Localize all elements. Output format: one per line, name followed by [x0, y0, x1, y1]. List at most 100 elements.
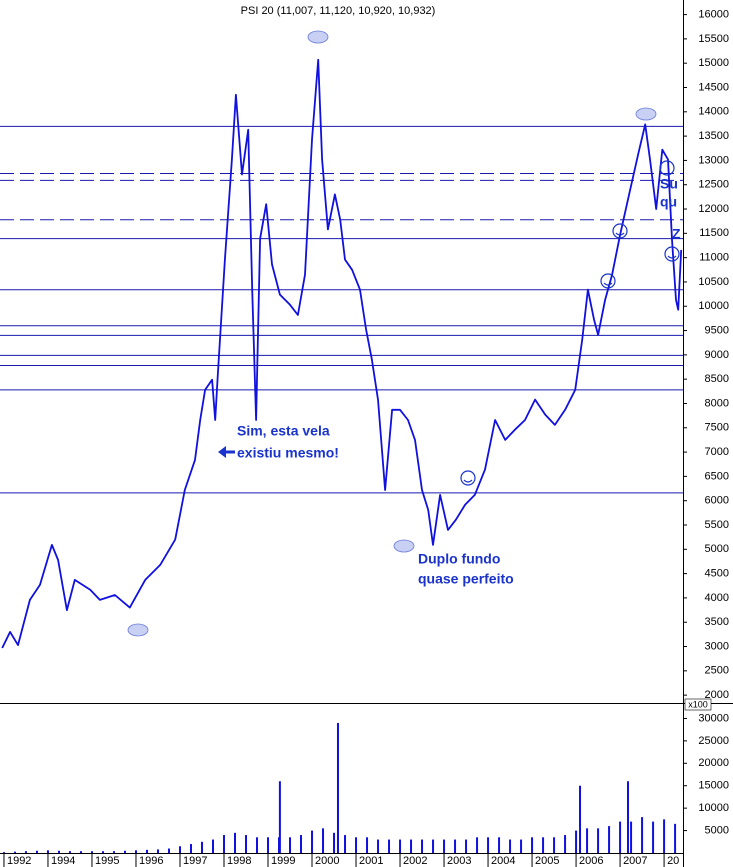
- annotation: Su: [660, 176, 678, 192]
- y-tick-label: 7000: [705, 446, 729, 458]
- plot-area: [0, 58, 683, 853]
- volume-bar: [355, 837, 358, 853]
- y-tick-label: 6500: [705, 470, 729, 482]
- x-tick-label: 1995: [95, 855, 119, 867]
- volume-bar: [245, 835, 248, 853]
- y-tick-label: 20000: [698, 757, 729, 769]
- annotation: existiu mesmo!: [237, 445, 339, 461]
- y-tick-label: 15000: [698, 57, 729, 69]
- x-tick-label: 1994: [51, 855, 75, 867]
- volume-bar: [13, 851, 16, 853]
- volume-bar: [211, 839, 214, 853]
- volume-bar: [156, 849, 159, 853]
- x-tick-label: 2004: [491, 855, 515, 867]
- volume-bar: [189, 844, 192, 853]
- volume-bar: [101, 851, 104, 853]
- annotation: Duplo fundo: [418, 551, 500, 567]
- volume-bar: [542, 837, 545, 853]
- volume-bar: [333, 832, 336, 853]
- arrow: [218, 446, 235, 458]
- volume-bar: [399, 839, 402, 853]
- x-tick-label: 1992: [7, 855, 31, 867]
- volume-bar: [134, 850, 137, 853]
- volume-bar: [90, 851, 93, 853]
- volume-bar: [487, 837, 490, 853]
- volume-bar: [234, 832, 237, 853]
- volume-bar: [57, 850, 60, 853]
- x-tick-label: 1998: [227, 855, 251, 867]
- volume-bar: [366, 837, 369, 853]
- volume-bar: [674, 823, 677, 853]
- volume-bar: [300, 835, 303, 853]
- volume-bar: [509, 839, 512, 853]
- volume-bar: [311, 830, 314, 853]
- y-tick-label: 15500: [698, 33, 729, 45]
- x-tick-label: 2002: [403, 855, 427, 867]
- volume-bar: [145, 849, 148, 853]
- y-tick-label: 2500: [705, 665, 729, 677]
- x-tick-label: 1997: [183, 855, 207, 867]
- volume-bar: [619, 821, 622, 853]
- volume-bar: [641, 817, 644, 853]
- y-tick-label: 4500: [705, 568, 729, 580]
- price-line: [1, 58, 683, 649]
- volume-bar: [476, 837, 479, 853]
- volume-bar: [344, 835, 347, 853]
- volume-bar: [432, 839, 435, 853]
- x-tick-label: 1996: [139, 855, 163, 867]
- y-tick-label: 5000: [705, 824, 729, 836]
- volume-bar: [520, 839, 523, 853]
- volume-bar: [178, 846, 181, 853]
- y-tick-label: 8500: [705, 373, 729, 385]
- volume-bar: [663, 819, 666, 853]
- volume-bar: [222, 835, 225, 853]
- volume-bar: [289, 837, 292, 853]
- volume-bar: [79, 851, 82, 853]
- y-tick-label: 9500: [705, 324, 729, 336]
- y-tick-label: 3000: [705, 640, 729, 652]
- volume-bar: [200, 841, 203, 853]
- y-tick-label: 10500: [698, 276, 729, 288]
- volume-bar: [410, 839, 413, 853]
- y-tick-label: 5000: [705, 543, 729, 555]
- x-tick-label: 2001: [359, 855, 383, 867]
- y-tick-label: 12000: [698, 203, 729, 215]
- volume-bar: [454, 839, 457, 853]
- y-tick-label: 10000: [698, 300, 729, 312]
- x-tick-label: 20: [667, 855, 679, 867]
- y-tick-label: 4000: [705, 592, 729, 604]
- y-tick-label: 8000: [705, 397, 729, 409]
- y-tick-label: 16000: [698, 8, 729, 20]
- volume-bar: [608, 826, 611, 853]
- volume-bar: [68, 851, 71, 853]
- y-tick-label: 14500: [698, 81, 729, 93]
- axes: 2000 2500 3000 3500 4000 4500 5000 5500 6000 6500…: [3, 8, 729, 867]
- volume-bar: [388, 839, 391, 853]
- volume-bar: [564, 835, 567, 853]
- volume-bar: [256, 837, 259, 853]
- axis-panel: [0, 853, 684, 867]
- x-tick-label: 2003: [447, 855, 471, 867]
- y-tick-label: 11500: [699, 227, 729, 239]
- volume-bar: [498, 837, 501, 853]
- chart-title: PSI 20 (11,007, 11,120, 10,920, 10,932): [241, 5, 436, 17]
- volume-bar: [465, 839, 468, 853]
- volume-bar: [2, 852, 5, 853]
- volume-bar: [24, 851, 27, 853]
- y-tick-label: 5500: [705, 519, 729, 531]
- volume-bar: [626, 781, 629, 853]
- smileys: [460, 160, 680, 486]
- x-tick-label: 2006: [579, 855, 603, 867]
- annotation: qu: [660, 194, 677, 210]
- y-tick-label: 9000: [705, 349, 729, 361]
- y-tick-label: 6000: [705, 495, 729, 507]
- y-tick-label: 7500: [705, 422, 729, 434]
- annotation: Z: [672, 226, 681, 242]
- volume-bar: [531, 837, 534, 853]
- volume-bar: [553, 837, 556, 853]
- unit-label: x100: [688, 699, 708, 709]
- volume-bar: [586, 828, 589, 853]
- volume-bar: [421, 839, 424, 853]
- y-tick-label: 13000: [698, 154, 729, 166]
